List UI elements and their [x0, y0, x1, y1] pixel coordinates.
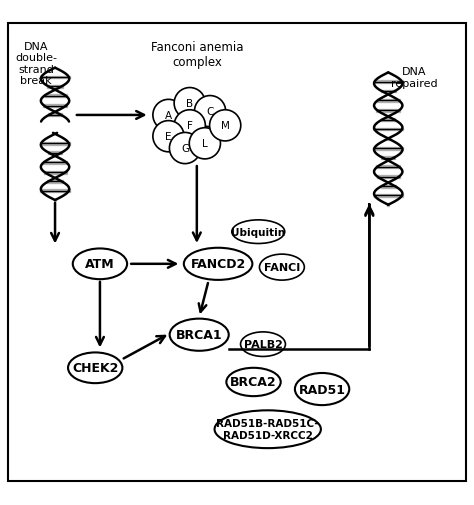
Circle shape: [153, 100, 184, 131]
Text: C: C: [206, 107, 214, 117]
Text: CHEK2: CHEK2: [72, 362, 118, 375]
Text: E: E: [165, 132, 172, 142]
Ellipse shape: [227, 368, 281, 396]
Ellipse shape: [295, 373, 349, 406]
Text: L: L: [202, 139, 208, 149]
Circle shape: [174, 88, 205, 120]
Ellipse shape: [232, 220, 285, 244]
Text: PALB2: PALB2: [244, 339, 283, 349]
Ellipse shape: [259, 255, 304, 281]
Text: FANCI: FANCI: [264, 263, 300, 273]
Circle shape: [210, 111, 241, 142]
Text: FANCD2: FANCD2: [191, 258, 246, 271]
Ellipse shape: [68, 352, 122, 383]
Text: A: A: [165, 111, 172, 121]
Text: RAD51: RAD51: [299, 383, 346, 396]
Text: B: B: [186, 99, 193, 109]
Ellipse shape: [170, 319, 229, 351]
Text: M: M: [221, 121, 229, 131]
Text: G: G: [181, 144, 189, 154]
Text: F: F: [187, 121, 192, 131]
Circle shape: [169, 133, 201, 164]
Text: RAD51B-RAD51C-
RAD51D-XRCC2: RAD51B-RAD51C- RAD51D-XRCC2: [217, 419, 319, 440]
Text: DNA
double-
strand
break: DNA double- strand break: [15, 41, 57, 86]
Circle shape: [153, 121, 184, 153]
Text: DNA
repaired: DNA repaired: [391, 67, 438, 89]
Text: BRCA2: BRCA2: [230, 376, 277, 389]
Text: Fanconi anemia
complex: Fanconi anemia complex: [151, 40, 243, 68]
Text: ATM: ATM: [85, 258, 115, 271]
FancyBboxPatch shape: [8, 24, 466, 481]
Circle shape: [189, 128, 220, 160]
Circle shape: [194, 96, 226, 127]
Ellipse shape: [215, 411, 321, 448]
Text: Ubiquitin: Ubiquitin: [231, 227, 285, 237]
Circle shape: [174, 111, 205, 142]
Ellipse shape: [73, 249, 127, 280]
Ellipse shape: [184, 248, 252, 280]
Text: BRCA1: BRCA1: [176, 329, 222, 341]
Ellipse shape: [240, 332, 285, 357]
